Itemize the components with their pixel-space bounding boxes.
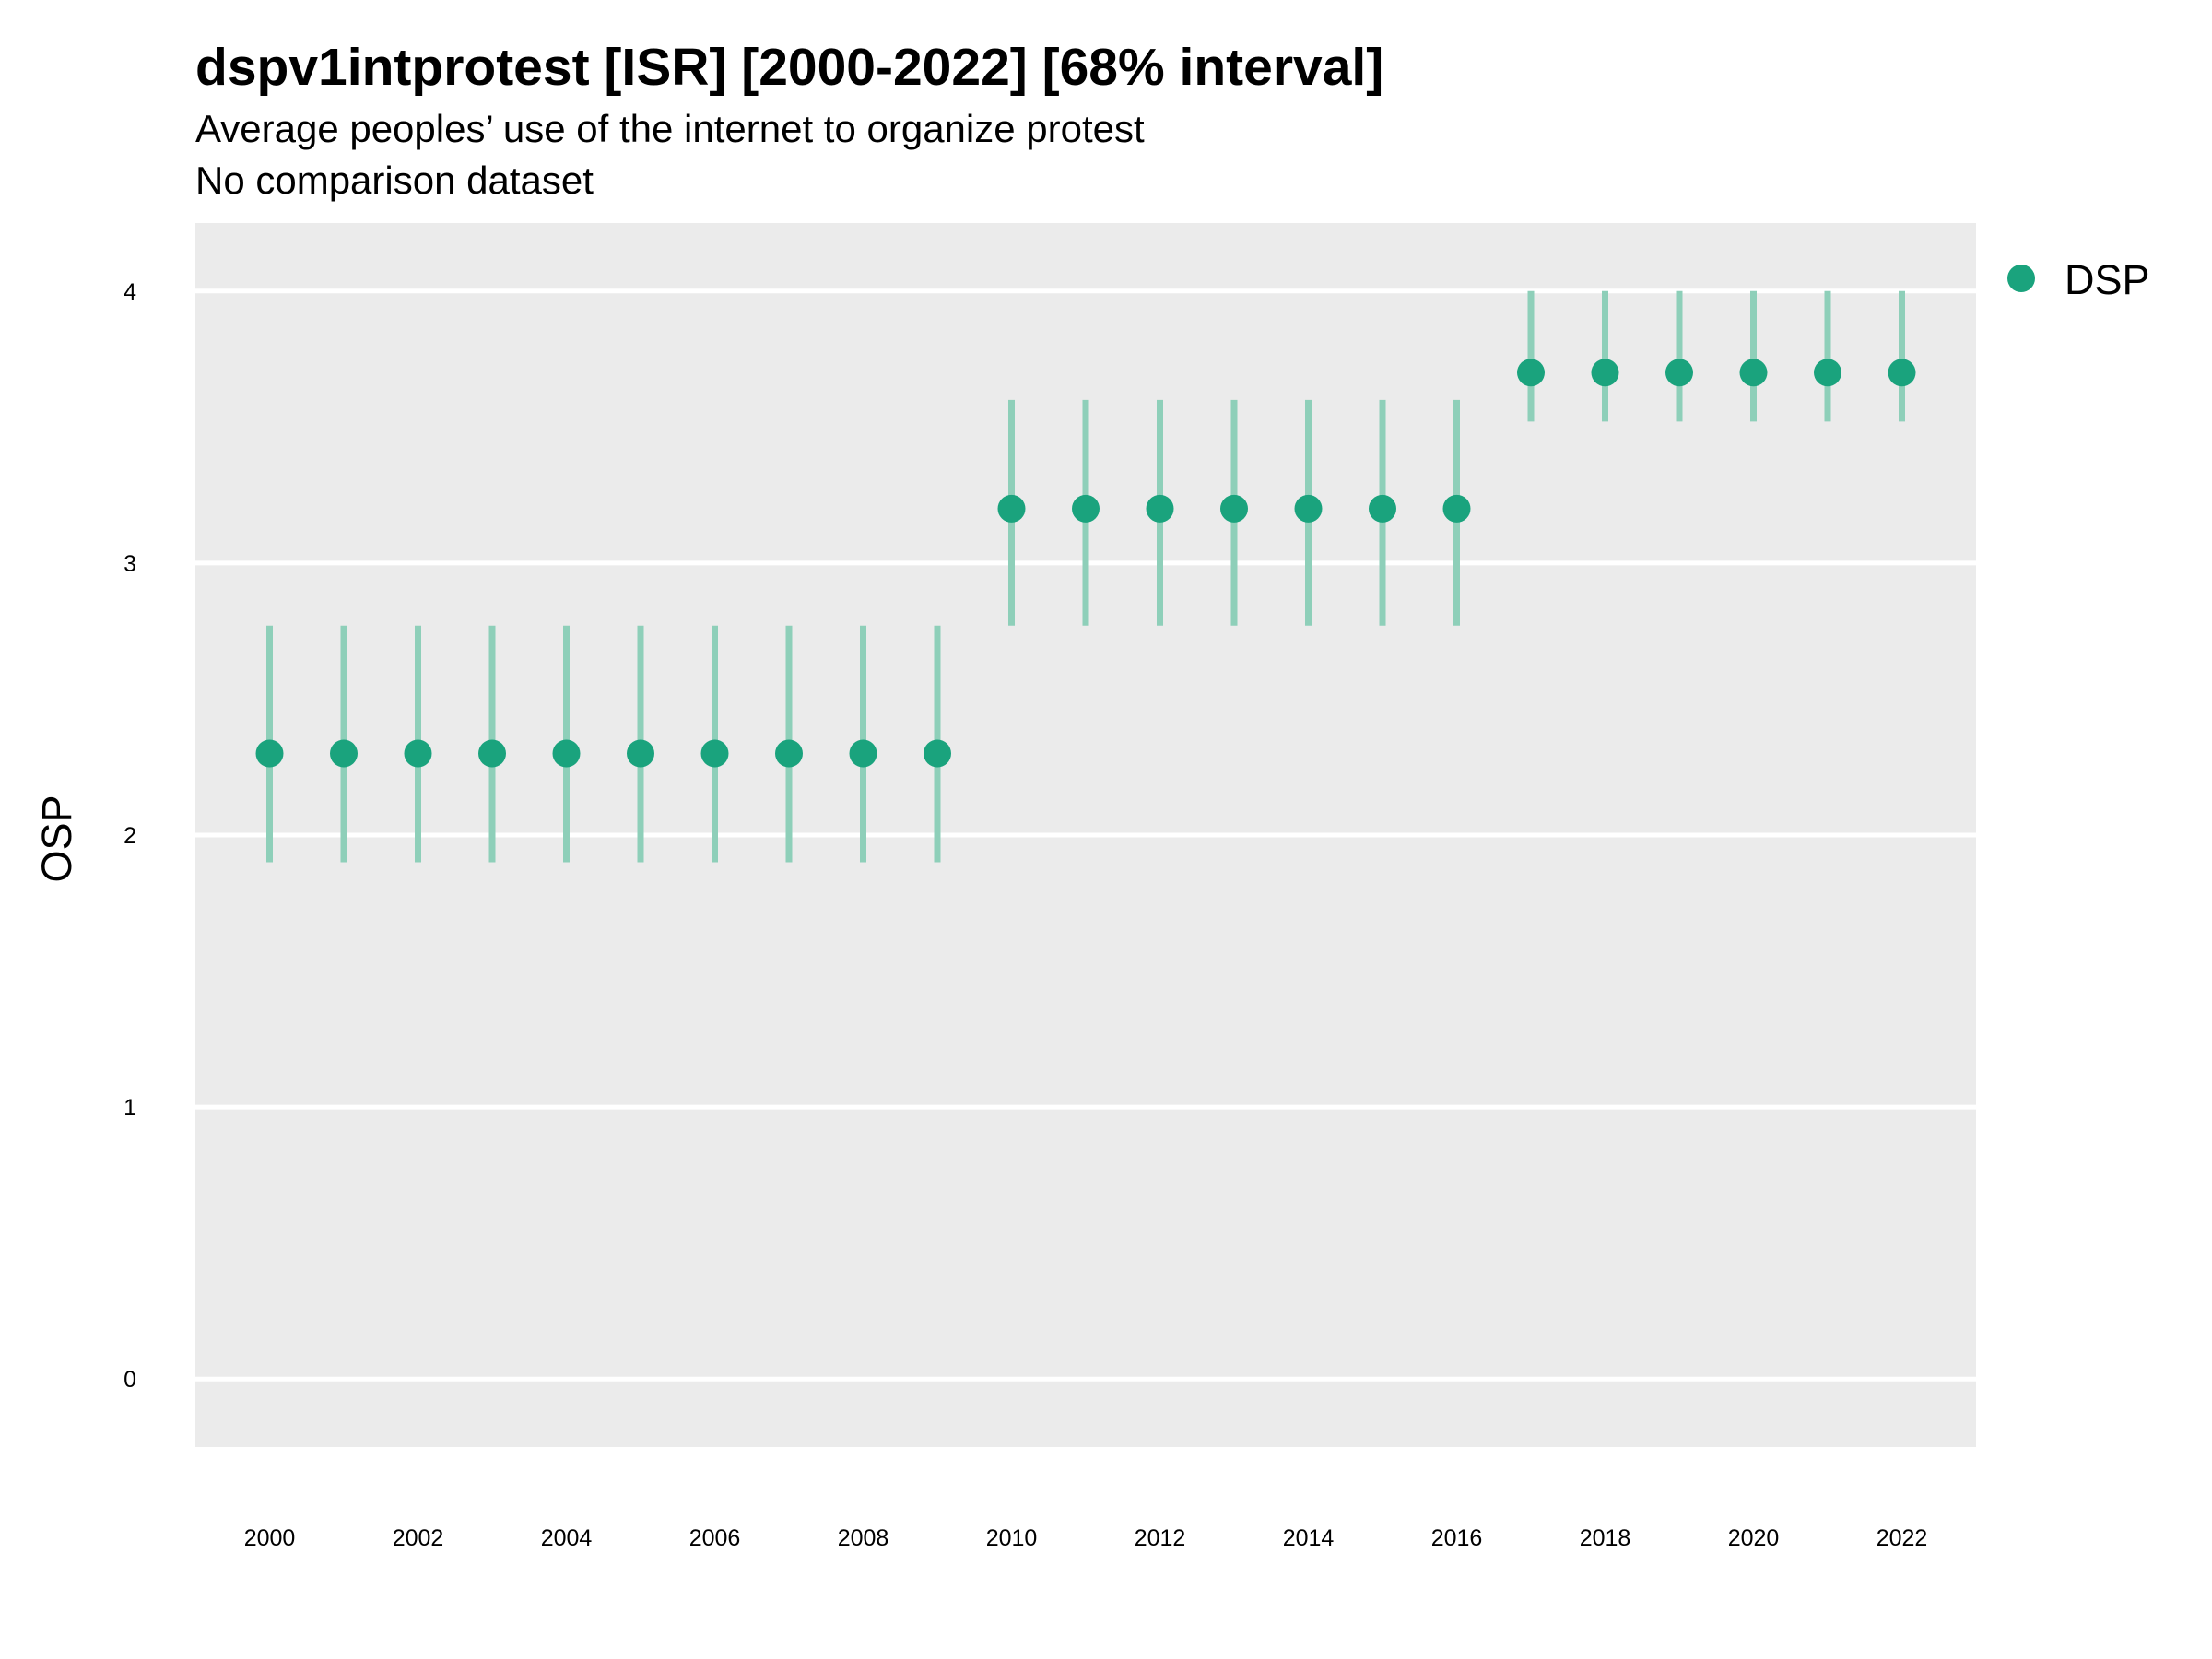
x-tick-label: 2002 <box>393 1525 444 1551</box>
data-point <box>1665 359 1693 387</box>
y-tick-label: 0 <box>124 1367 136 1393</box>
data-point <box>1888 359 1916 387</box>
y-tick-labels: 0 1 2 3 4 <box>124 279 136 1393</box>
chart-subtitle: Average peoples’ use of the internet to … <box>195 107 1145 150</box>
x-tick-label: 2018 <box>1580 1525 1631 1551</box>
data-point <box>924 739 951 768</box>
data-point <box>627 739 654 768</box>
x-tick-label: 2000 <box>244 1525 296 1551</box>
y-tick-label: 2 <box>124 823 136 849</box>
legend-key-dsp <box>2007 265 2035 292</box>
x-tick-label: 2016 <box>1431 1525 1483 1551</box>
x-tick-label: 2004 <box>541 1525 593 1551</box>
data-point <box>1517 359 1545 387</box>
x-tick-label: 2008 <box>838 1525 889 1551</box>
data-point <box>1739 359 1768 387</box>
legend: DSP <box>2007 256 2150 303</box>
data-point <box>1146 494 1174 523</box>
data-point <box>478 739 506 768</box>
data-point <box>1591 359 1619 387</box>
data-point <box>1294 494 1323 523</box>
data-point <box>997 494 1026 523</box>
data-point <box>1220 494 1248 523</box>
data-point <box>330 739 358 768</box>
legend-label-dsp: DSP <box>2065 256 2150 303</box>
data-point <box>700 739 729 768</box>
data-points <box>255 359 1916 768</box>
x-tick-label: 2010 <box>986 1525 1038 1551</box>
x-tick-labels: 2000 2002 2004 2006 2008 2010 2012 2014 2016 2018… <box>244 1525 1928 1551</box>
y-tick-label: 4 <box>124 279 136 305</box>
chart-title: dspv1intprotest [ISR] [2000-2022] [68% i… <box>195 38 1384 97</box>
x-tick-label: 2012 <box>1135 1525 1186 1551</box>
data-point <box>552 739 581 768</box>
data-point <box>404 739 432 768</box>
data-point <box>849 739 877 768</box>
x-tick-label: 2014 <box>1283 1525 1335 1551</box>
x-tick-label: 2006 <box>689 1525 741 1551</box>
data-point <box>1814 359 1841 387</box>
x-tick-label: 2022 <box>1877 1525 1928 1551</box>
data-point <box>775 739 803 768</box>
data-point <box>1369 494 1396 523</box>
data-point <box>255 739 284 768</box>
y-tick-label: 3 <box>124 551 136 577</box>
chart-subtitle-comparison: No comparison dataset <box>195 159 594 202</box>
data-point <box>1442 494 1471 523</box>
y-axis-label: OSP <box>33 794 80 882</box>
data-point <box>1072 494 1100 523</box>
y-tick-label: 1 <box>124 1095 136 1121</box>
x-tick-label: 2020 <box>1728 1525 1780 1551</box>
